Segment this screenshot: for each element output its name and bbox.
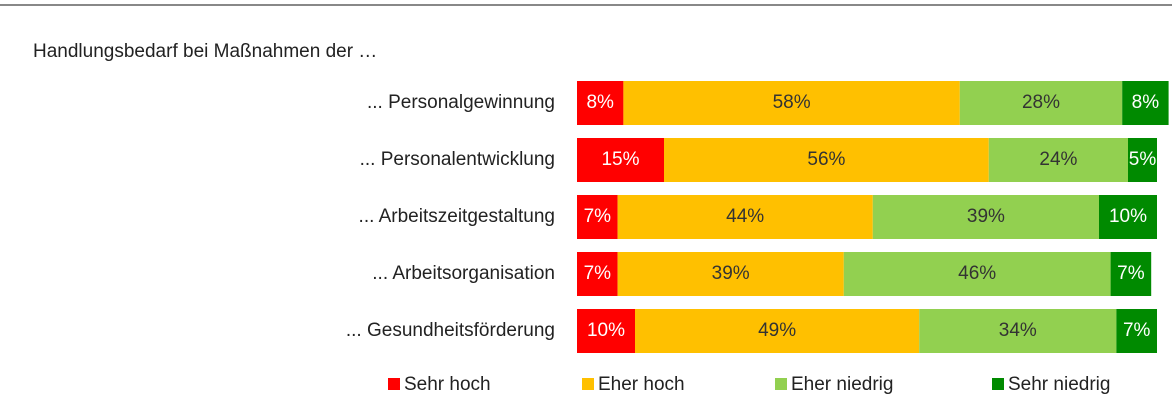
value-label: 15% xyxy=(601,149,639,170)
bar-segment xyxy=(1099,195,1157,239)
category-label: ... Personalentwicklung xyxy=(360,149,555,170)
bar-segment xyxy=(1110,252,1152,296)
value-label: 8% xyxy=(586,92,614,113)
value-label: 10% xyxy=(587,320,625,341)
bar-segment xyxy=(1122,81,1169,125)
value-label: 58% xyxy=(773,92,811,113)
value-label: 10% xyxy=(1109,206,1147,227)
bar-segment xyxy=(577,195,618,239)
bar-segment xyxy=(577,138,664,182)
bar-segment xyxy=(843,252,1111,296)
value-label: 44% xyxy=(726,206,764,227)
bar-segment xyxy=(635,309,920,353)
bar-segment xyxy=(577,81,624,125)
bar-segment xyxy=(577,309,635,353)
value-label: 7% xyxy=(1123,320,1151,341)
value-label: 7% xyxy=(584,263,612,284)
legend-swatch xyxy=(582,378,594,390)
value-label: 46% xyxy=(958,263,996,284)
value-label: 39% xyxy=(967,206,1005,227)
chart-subtitle: Handlungsbedarf bei Maßnahmen der … xyxy=(33,41,377,62)
value-label: 5% xyxy=(1129,149,1157,170)
value-label: 7% xyxy=(584,206,612,227)
bar-segment xyxy=(988,138,1128,182)
legend-swatch xyxy=(388,378,400,390)
category-label: ... Personalgewinnung xyxy=(367,92,555,113)
bar-segment xyxy=(1128,138,1157,182)
bar-segment xyxy=(623,81,960,125)
value-label: 8% xyxy=(1132,92,1160,113)
value-label: 49% xyxy=(758,320,796,341)
bar-segment xyxy=(919,309,1117,353)
value-label: 24% xyxy=(1039,149,1077,170)
category-label: ... Arbeitsorganisation xyxy=(372,263,555,284)
legend-swatch xyxy=(992,378,1004,390)
legend-label: Sehr niedrig xyxy=(1008,374,1110,395)
legend-label: Eher hoch xyxy=(598,374,685,395)
value-label: 7% xyxy=(1117,263,1145,284)
value-label: 34% xyxy=(999,320,1037,341)
legend-label: Eher niedrig xyxy=(791,374,893,395)
bar-segment xyxy=(1116,309,1157,353)
category-label: ... Gesundheitsförderung xyxy=(346,320,555,341)
value-label: 56% xyxy=(807,149,845,170)
bar-segment xyxy=(959,81,1123,125)
bar-segment xyxy=(664,138,989,182)
category-label: ... Arbeitszeitgestaltung xyxy=(359,206,555,227)
bar-segment xyxy=(617,252,844,296)
value-label: 39% xyxy=(712,263,750,284)
legend-label: Sehr hoch xyxy=(404,374,491,395)
bar-segment xyxy=(577,252,618,296)
legend-swatch xyxy=(775,378,787,390)
bar-segment xyxy=(872,195,1099,239)
bar-segment xyxy=(617,195,873,239)
value-label: 28% xyxy=(1022,92,1060,113)
